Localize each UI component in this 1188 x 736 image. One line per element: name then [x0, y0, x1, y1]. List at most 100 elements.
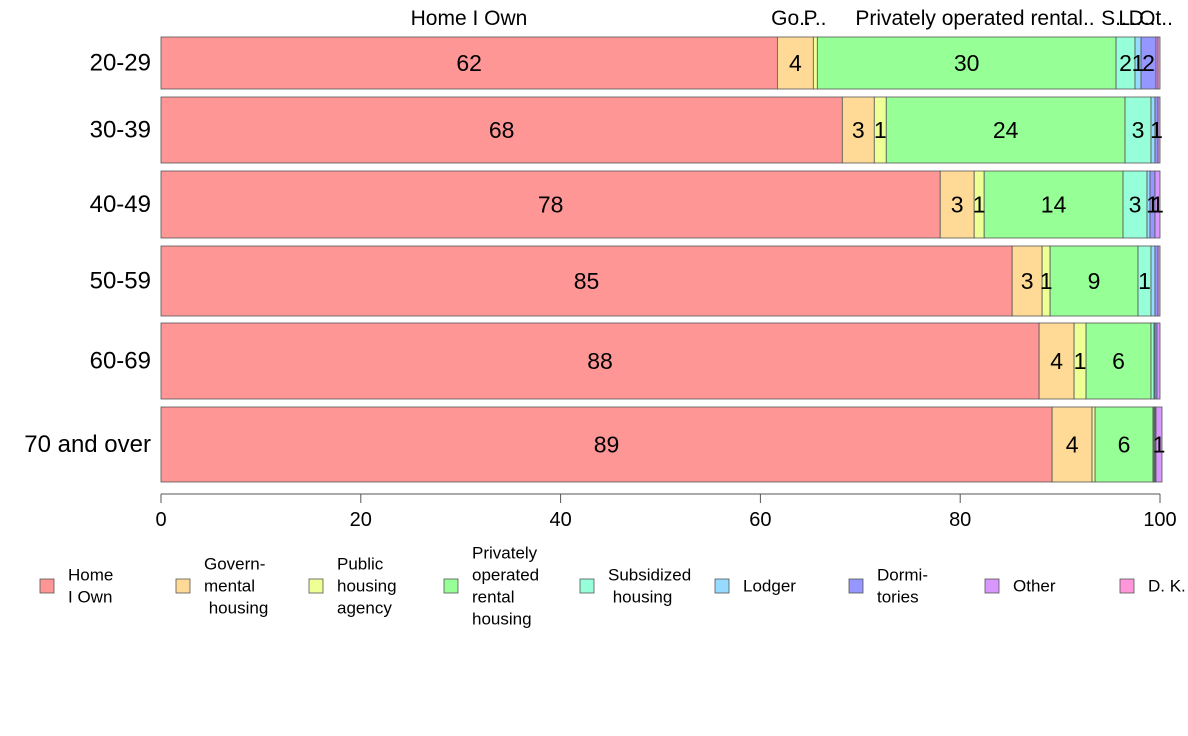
data-label: 78 [538, 192, 564, 218]
legend-label-line: D. K. [1148, 577, 1186, 596]
data-label: 1 [1146, 192, 1159, 218]
legend-label-line: Privately [472, 544, 538, 563]
bar-segment [1155, 406, 1163, 483]
legend-label-line: tories [877, 588, 919, 607]
legend-label: Govern-mental housing [204, 555, 268, 618]
bar-segment [841, 96, 875, 164]
legend-swatch [848, 578, 864, 594]
data-label: 1 [973, 192, 986, 218]
top-series-label: S.. [1101, 7, 1127, 30]
bar-segment [160, 245, 1013, 317]
data-label: 6 [1112, 348, 1125, 374]
data-label: 24 [993, 117, 1019, 143]
bar-segment [1124, 96, 1152, 164]
data-label: 1 [1074, 348, 1087, 374]
data-label: 1 [1153, 432, 1166, 458]
data-label: 1 [1040, 268, 1053, 294]
top-series-label: L.. [1118, 7, 1141, 30]
x-axis: 0 20 40 60 80 100 [155, 493, 1177, 531]
bar-segment [160, 170, 941, 239]
top-series-label: Ot.. [1139, 7, 1173, 30]
legend-swatch [175, 578, 191, 594]
data-label: 3 [1129, 192, 1142, 218]
data-label: 3 [1132, 117, 1145, 143]
x-tick-label: 60 [749, 509, 771, 531]
bar-segment [160, 36, 778, 90]
bar-segment [1150, 322, 1155, 400]
legend-label-line: mental [204, 577, 255, 596]
legend-label: Other [1013, 577, 1056, 596]
legend-label-line: Public [337, 555, 384, 574]
bar-segment [160, 406, 1053, 483]
legend-swatch [984, 578, 1000, 594]
bar-segment [1157, 96, 1161, 164]
legend-label: Public housing agency [337, 555, 397, 618]
category-label: 60-69 [90, 348, 151, 375]
top-series-label: Home I Own [411, 7, 528, 30]
data-label: 1 [1151, 192, 1164, 218]
data-label: 2 [1142, 50, 1155, 76]
legend-label-line: Home [68, 566, 113, 585]
top-series-label: Go.. [771, 7, 811, 30]
bar-segment [776, 36, 814, 90]
bar-segment [1038, 322, 1075, 400]
data-label: 88 [587, 348, 613, 374]
legend-label-line: housing [608, 588, 672, 607]
bar-segment [1049, 245, 1139, 317]
x-tick-label: 0 [155, 509, 166, 531]
category-label: 50-59 [90, 268, 151, 295]
data-label: 85 [574, 268, 600, 294]
legend-label: Home I Own [68, 566, 113, 607]
data-label: 14 [1041, 192, 1067, 218]
legend-swatch [1119, 578, 1135, 594]
legend-swatch [308, 578, 324, 594]
x-tick-label: 80 [949, 509, 971, 531]
legend-label: Lodger [743, 577, 796, 596]
legend-swatch [579, 578, 595, 594]
top-series-label: P.. [804, 7, 827, 30]
legend-label-line: agency [337, 599, 392, 618]
data-label: 4 [1050, 348, 1063, 374]
legend-label: Privately operated rental housing [472, 544, 539, 629]
top-series-label: Privately operated rental.. [855, 7, 1094, 30]
data-label: 1 [1138, 268, 1151, 294]
data-label: 2 [1119, 50, 1132, 76]
data-label: 89 [594, 432, 620, 458]
legend-swatch [443, 578, 459, 594]
bar-segment [816, 36, 1117, 90]
data-label: 3 [951, 192, 964, 218]
bar-segment [1157, 36, 1161, 90]
bar-segment [885, 96, 1126, 164]
legend-label-line: I Own [68, 588, 112, 607]
bar-segment [1051, 406, 1093, 483]
legend-label-line: housing [204, 599, 268, 618]
bar-segment [160, 96, 843, 164]
legend-label-line: Dormi- [877, 566, 928, 585]
bar-segment [939, 170, 975, 239]
data-label: 9 [1088, 268, 1101, 294]
top-series-labels-group: Home I Own Go..P.. Privately operated rent… [411, 7, 1173, 30]
category-label: 70 and over [24, 431, 151, 458]
bar-segment [1154, 170, 1161, 239]
bar-segment [160, 322, 1040, 400]
data-label: 3 [852, 117, 865, 143]
data-label: 3 [1021, 268, 1034, 294]
data-label: 1 [874, 117, 887, 143]
data-label: 1 [1150, 117, 1163, 143]
bar-segment [1157, 245, 1161, 317]
bar-segment [1091, 406, 1096, 483]
data-label: 62 [456, 50, 482, 76]
category-labels-group: 20-29 30-39 40-49 50-59 60-69 70 and over [24, 50, 151, 459]
top-series-label: D.. [1129, 7, 1156, 30]
bar-segment [812, 36, 818, 90]
data-label: 6 [1118, 432, 1131, 458]
legend-label: Subsidized housing [608, 566, 691, 607]
legend-label-line: Govern- [204, 555, 265, 574]
category-label: 30-39 [90, 117, 151, 144]
data-label: 1 [1132, 50, 1145, 76]
category-label: 20-29 [90, 50, 151, 77]
bar-segment [1150, 245, 1156, 317]
x-tick-label: 40 [549, 509, 571, 531]
bars-group [160, 36, 1163, 483]
